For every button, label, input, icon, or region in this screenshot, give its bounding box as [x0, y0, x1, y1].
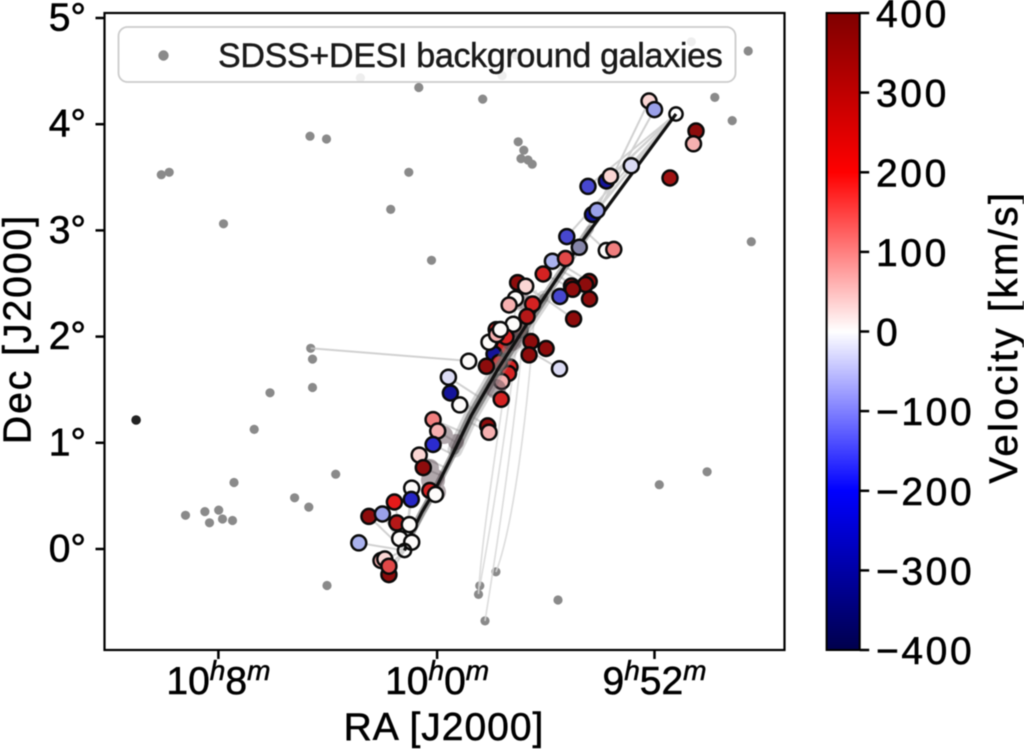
svg-text:−200: −200: [876, 471, 974, 514]
svg-text:−400: −400: [876, 630, 974, 673]
svg-text:100: 100: [876, 232, 949, 275]
svg-text:3°: 3°: [49, 209, 86, 252]
svg-text:1°: 1°: [49, 421, 86, 464]
svg-text:−300: −300: [876, 550, 974, 593]
svg-text:2°: 2°: [49, 315, 86, 358]
svg-text:4°: 4°: [49, 103, 86, 146]
svg-text:Dec [J2000]: Dec [J2000]: [0, 214, 40, 444]
svg-text:10h8m: 10h8m: [166, 655, 270, 703]
svg-text:0: 0: [876, 312, 900, 355]
svg-text:200: 200: [876, 152, 949, 195]
svg-text:SDSS+DESI background galaxies: SDSS+DESI background galaxies: [218, 37, 722, 75]
svg-text:400: 400: [876, 0, 949, 36]
svg-text:Velocity [km/s]: Velocity [km/s]: [982, 190, 1024, 483]
svg-text:300: 300: [876, 73, 949, 116]
svg-text:5°: 5°: [49, 0, 86, 40]
svg-text:0°: 0°: [49, 528, 86, 571]
svg-text:RA [J2000]: RA [J2000]: [344, 706, 545, 749]
svg-text:−100: −100: [876, 391, 974, 434]
